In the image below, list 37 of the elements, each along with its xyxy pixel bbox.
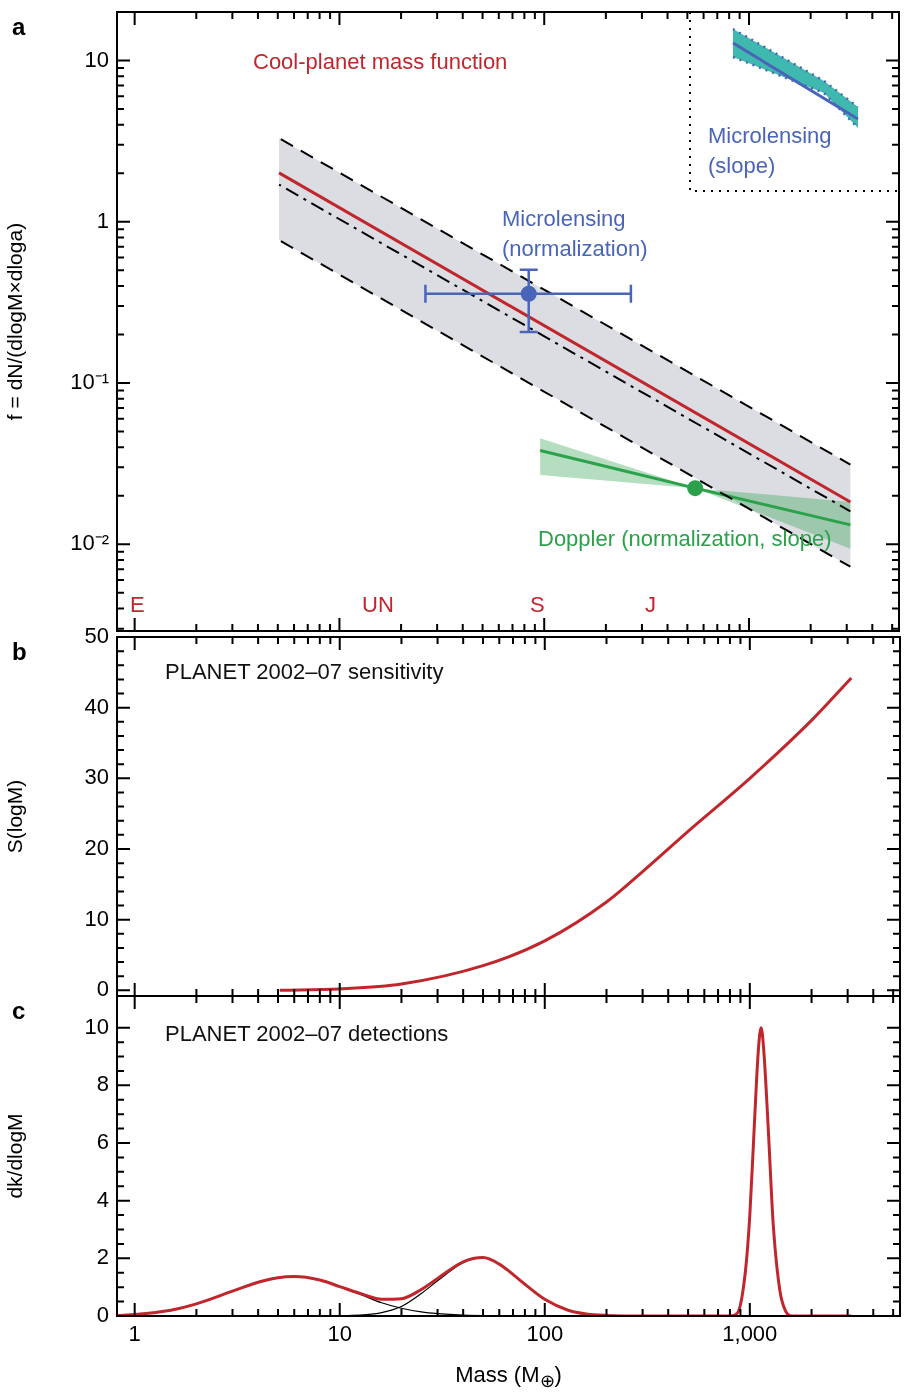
y-tick-label: 10: [84, 46, 109, 72]
series-label: Microlensing (normalization): [502, 206, 648, 262]
y-tick-label: 10⁻²: [70, 530, 109, 556]
annotation: UN: [362, 592, 394, 618]
x-tick-label: 1,000: [722, 1321, 778, 1347]
y-tick-label: 6: [96, 1129, 109, 1155]
annotation: PLANET 2002–07 detections: [165, 1021, 449, 1047]
y-tick-label: 30: [84, 764, 109, 790]
y-tick-label: 0: [96, 976, 109, 1002]
x-tick-label: 100: [526, 1321, 564, 1347]
y-tick-label: 10: [84, 1013, 109, 1039]
annotation: PLANET 2002–07 sensitivity: [165, 659, 444, 685]
annotation: S: [530, 592, 545, 618]
x-axis-title: Mass (M$_{⊕}$): [454, 1362, 563, 1393]
x-tick-label: 1: [128, 1321, 141, 1347]
y-axis-title: dk/dlogM: [3, 1113, 27, 1199]
y-tick-label: 20: [84, 835, 109, 861]
y-tick-label: 4: [96, 1186, 109, 1212]
annotation: Microlensing (slope): [708, 123, 832, 179]
annotation: E: [130, 592, 145, 618]
y-tick-label: 1: [96, 207, 109, 233]
series-label: Doppler (normalization, slope): [538, 526, 832, 552]
y-tick-label: 2: [96, 1244, 109, 1270]
y-tick-label: 10⁻¹: [70, 369, 109, 395]
annotation: J: [645, 592, 656, 618]
y-tick-label: 0: [96, 1302, 109, 1328]
x-tick-label: 10: [327, 1321, 352, 1347]
y-axis-title: f = dN/(dlogM×dloga): [3, 222, 27, 421]
y-axis-title: S(logM): [3, 779, 27, 854]
chart-title: a: [12, 12, 26, 40]
y-tick-label: 8: [96, 1071, 109, 1097]
chart-title: c: [12, 996, 26, 1024]
chart-title: b: [12, 637, 27, 665]
y-tick-label: 40: [84, 693, 109, 719]
y-tick-label: 50: [84, 623, 109, 649]
text: Cool-planet mass function: [253, 49, 508, 75]
y-tick-label: 10: [84, 905, 109, 931]
